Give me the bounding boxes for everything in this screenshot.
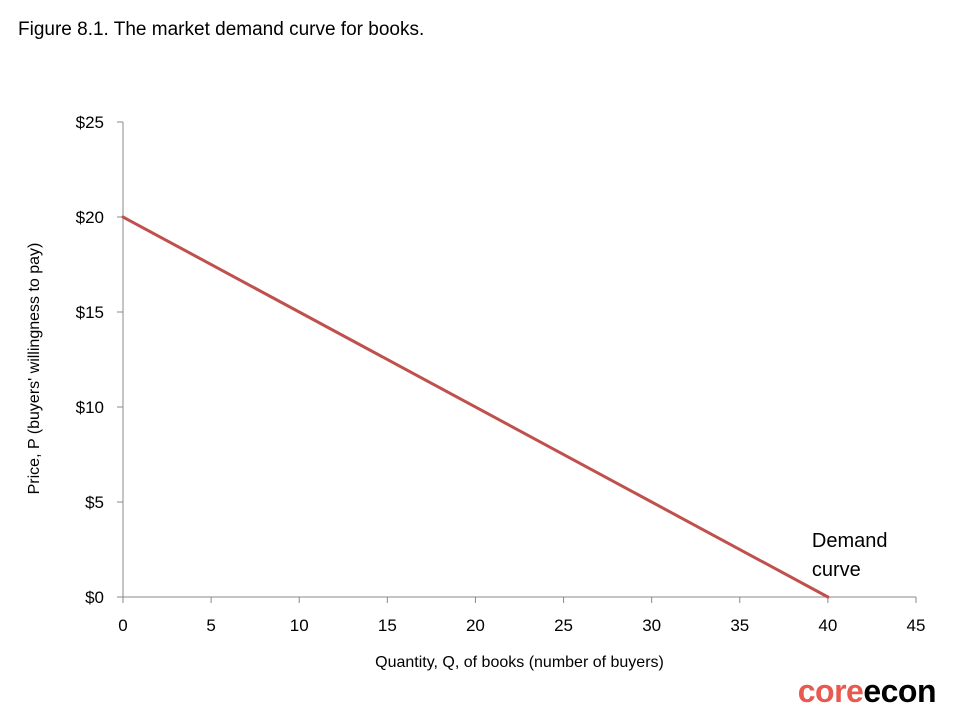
chart-ticks: $0 $5 $10 $15 $20 $25 0 5 10 15 20 25 30 35 40 45 (76, 113, 926, 635)
y-tick-label: $0 (85, 588, 104, 607)
x-tick-label: 10 (290, 616, 309, 635)
x-tick-label: 20 (466, 616, 485, 635)
x-axis-title: Quantity, Q, of books (number of buyers) (375, 654, 664, 671)
y-axis-title: Price, P (buyers' willingness to pay) (26, 243, 43, 495)
y-tick-label: $10 (76, 398, 104, 417)
x-tick-label: 15 (378, 616, 397, 635)
logo-core-text: core (797, 673, 864, 709)
y-tick-label: $20 (76, 208, 104, 227)
logo-econ-text: econ (863, 673, 936, 709)
y-tick-label: $5 (85, 493, 104, 512)
x-tick-label: 25 (554, 616, 573, 635)
chart-series (121, 215, 830, 599)
x-tick-label: 40 (818, 616, 837, 635)
x-tick-label: 45 (907, 616, 926, 635)
coreecon-logo: coreecon (797, 673, 937, 710)
x-tick-label: 5 (206, 616, 215, 635)
x-tick-label: 35 (730, 616, 749, 635)
x-tick-label: 30 (642, 616, 661, 635)
chart-axes (122, 122, 916, 598)
demand-curve-annotation-line-2: curve (812, 559, 861, 581)
demand-curve-annotation-line-1: Demand (812, 530, 888, 552)
demand-curve-line (121, 215, 830, 599)
figure-title: Figure 8.1. The market demand curve for … (18, 19, 425, 40)
y-tick-label: $25 (76, 113, 104, 132)
x-tick-label: 0 (118, 616, 127, 635)
y-tick-label: $15 (76, 303, 104, 322)
